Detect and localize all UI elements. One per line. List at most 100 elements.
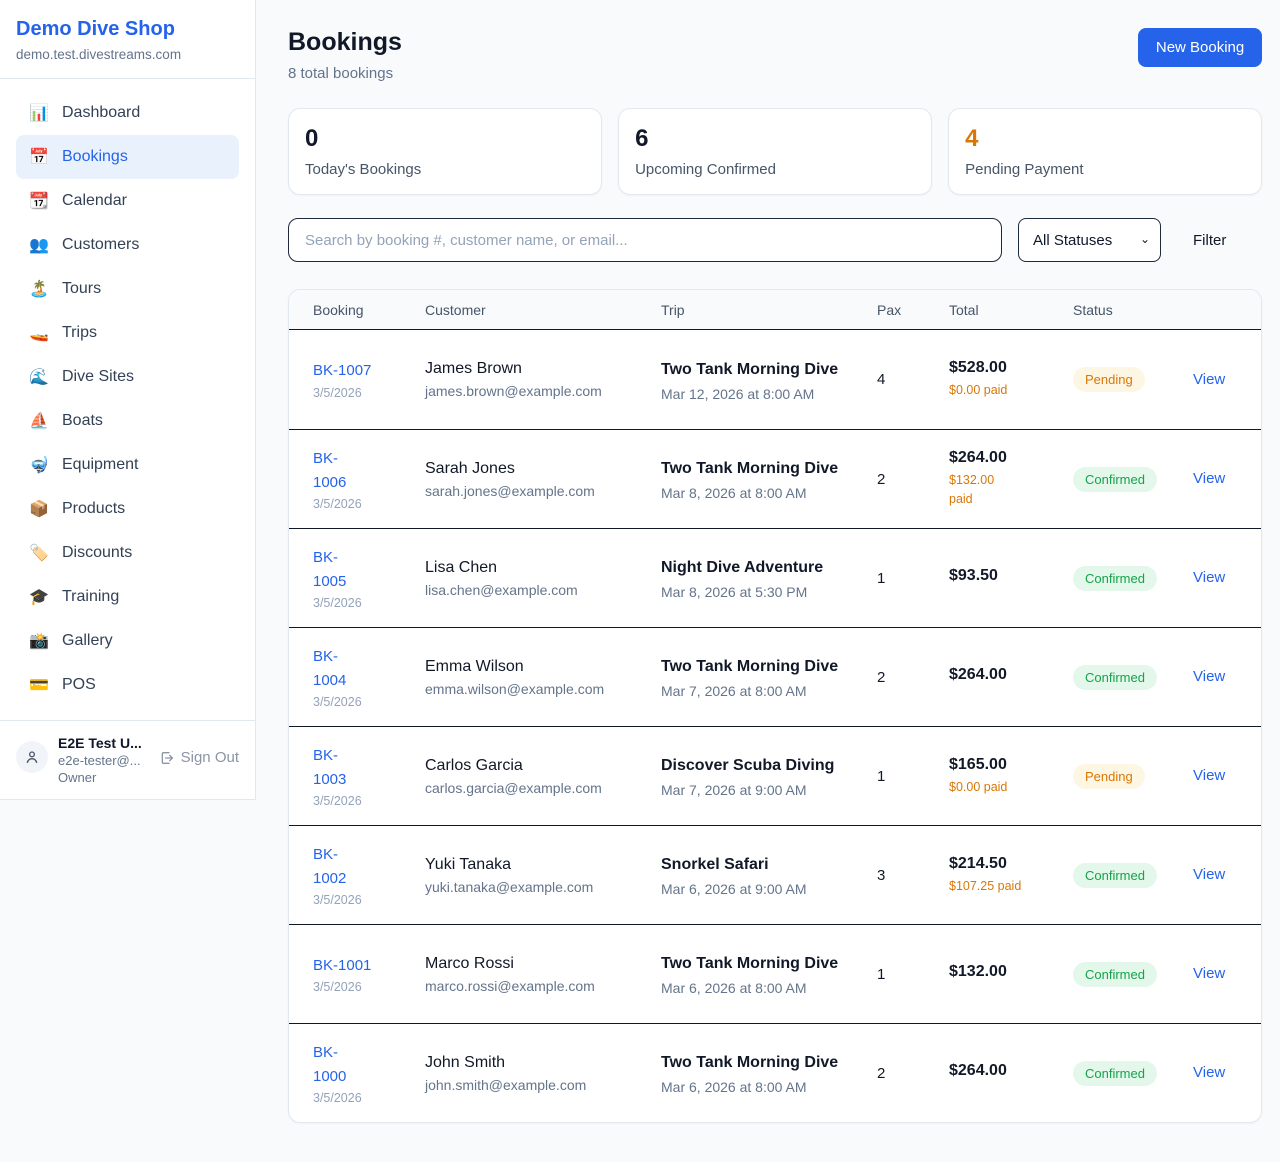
booking-id-link[interactable]: BK- 1003 <box>313 747 347 788</box>
booking-date: 3/5/2026 <box>313 793 362 808</box>
booking-id-link[interactable]: BK- 1002 <box>313 846 347 887</box>
total-amount: $132.00 <box>949 963 1007 980</box>
stat-card-todays-bookings: 0 Today's Bookings <box>288 108 603 195</box>
page-subtitle: 8 total bookings <box>288 65 394 82</box>
total-cell: $93.50 <box>949 567 1073 589</box>
sidebar-item-trips[interactable]: 🚤 Trips <box>16 311 239 355</box>
sidebar-item-dashboard[interactable]: 📊 Dashboard <box>16 91 239 135</box>
booking-id-link[interactable]: BK-1007 <box>313 362 372 380</box>
stat-card-pending-payment: 4 Pending Payment <box>948 108 1263 195</box>
sidebar-item-bookings[interactable]: 📅 Bookings <box>16 135 239 179</box>
camera-icon: 📸 <box>29 633 49 650</box>
sign-out-icon <box>161 751 173 764</box>
trip-name: Two Tank Morning Dive <box>661 1054 839 1071</box>
booking-id-link[interactable]: BK- 1005 <box>313 549 347 590</box>
sidebar-item-dive-sites[interactable]: 🌊 Dive Sites <box>16 355 239 399</box>
booking-date: 3/5/2026 <box>313 892 362 907</box>
booking-date: 3/5/2026 <box>313 1090 362 1105</box>
total-cell: $264.00 $132.00 paid <box>949 449 1073 509</box>
stat-label: Upcoming Confirmed <box>635 161 776 178</box>
customer-email: carlos.garcia@example.com <box>425 779 602 796</box>
customer-cell: John Smith john.smith@example.com <box>425 1054 661 1093</box>
table-row: BK- 1003 3/5/2026 Carlos Garcia carlos.g… <box>289 726 1262 825</box>
new-booking-button[interactable]: New Booking <box>1137 28 1263 67</box>
booking-date: 3/5/2026 <box>313 385 362 400</box>
booking-id-link[interactable]: BK- 1000 <box>313 1044 347 1085</box>
sidebar-item-tours[interactable]: 🏝️ Tours <box>16 267 239 311</box>
booking-id-link[interactable]: BK- 1006 <box>313 450 347 491</box>
sidebar-item-label: Boats <box>62 412 103 429</box>
actions-cell: View <box>1193 569 1241 587</box>
sidebar-item-discounts[interactable]: 🏷️ Discounts <box>16 531 239 575</box>
customer-name: Lisa Chen <box>425 558 498 576</box>
view-link[interactable]: View <box>1193 1064 1226 1081</box>
sidebar-item-label: Calendar <box>62 192 127 209</box>
booking-cell: BK- 1005 3/5/2026 <box>313 546 425 610</box>
customer-cell: Emma Wilson emma.wilson@example.com <box>425 658 661 697</box>
customer-name: Marco Rossi <box>425 954 514 972</box>
sidebar-item-label: Trips <box>62 324 97 341</box>
sign-out-button[interactable]: Sign Out <box>159 749 239 766</box>
booking-cell: BK-1007 3/5/2026 <box>313 359 425 399</box>
table-row: BK- 1002 3/5/2026 Yuki Tanaka yuki.tanak… <box>289 825 1262 924</box>
stat-label: Pending Payment <box>965 161 1084 178</box>
tear-off-calendar-icon: 📆 <box>29 193 49 210</box>
view-link[interactable]: View <box>1193 668 1226 685</box>
status-badge: Confirmed <box>1073 664 1157 690</box>
sidebar-item-equipment[interactable]: 🤿 Equipment <box>16 443 239 487</box>
trip-datetime: Mar 8, 2026 at 5:30 PM <box>661 584 808 600</box>
user-icon <box>26 751 38 763</box>
view-link[interactable]: View <box>1193 470 1226 487</box>
trip-name: Two Tank Morning Dive <box>661 955 839 972</box>
customer-cell: Yuki Tanaka yuki.tanaka@example.com <box>425 856 661 895</box>
pax-cell: 2 <box>877 470 886 488</box>
status-badge: Confirmed <box>1073 466 1157 492</box>
trip-cell: Two Tank Morning Dive Mar 6, 2026 at 8:0… <box>661 1051 877 1095</box>
status-cell: Confirmed <box>1073 664 1193 690</box>
sidebar-item-label: Equipment <box>62 456 139 473</box>
trip-datetime: Mar 6, 2026 at 9:00 AM <box>661 881 807 897</box>
credit-card-icon: 💳 <box>29 677 49 694</box>
sidebar-item-products[interactable]: 📦 Products <box>16 487 239 531</box>
total-amount: $264.00 <box>949 449 1007 467</box>
total-cell: $264.00 <box>949 666 1073 688</box>
booking-id-link[interactable]: BK-1001 <box>313 956 372 974</box>
trip-cell: Two Tank Morning Dive Mar 8, 2026 at 8:0… <box>661 457 877 501</box>
sidebar-item-calendar[interactable]: 📆 Calendar <box>16 179 239 223</box>
col-header-total: Total <box>949 301 979 318</box>
actions-cell: View <box>1193 470 1241 488</box>
booking-date: 3/5/2026 <box>313 694 362 709</box>
customer-name: Yuki Tanaka <box>425 855 511 873</box>
status-select-value: All Statuses <box>1033 231 1113 249</box>
sidebar-item-customers[interactable]: 👥 Customers <box>16 223 239 267</box>
booking-id-link[interactable]: BK- 1004 <box>313 648 347 689</box>
sidebar-item-gallery[interactable]: 📸 Gallery <box>16 619 239 663</box>
trip-cell: Two Tank Morning Dive Mar 6, 2026 at 8:0… <box>661 952 877 996</box>
sidebar-item-pos[interactable]: 💳 POS <box>16 663 239 707</box>
sidebar-item-training[interactable]: 🎓 Training <box>16 575 239 619</box>
actions-cell: View <box>1193 965 1241 983</box>
trip-name: Two Tank Morning Dive <box>661 360 839 378</box>
view-link[interactable]: View <box>1193 965 1226 982</box>
actions-cell: View <box>1193 668 1241 686</box>
view-link[interactable]: View <box>1193 767 1226 784</box>
view-link[interactable]: View <box>1193 569 1226 586</box>
paid-amount: $132.00 paid <box>949 473 995 506</box>
filter-button[interactable]: Filter <box>1177 224 1242 257</box>
booking-cell: BK-1001 3/5/2026 <box>313 954 425 994</box>
sidebar-item-label: Training <box>62 588 120 605</box>
table-body: BK-1007 3/5/2026 James Brown james.brown… <box>289 330 1262 1122</box>
brand-block: Demo Dive Shop demo.test.divestreams.com <box>0 0 255 79</box>
sidebar-item-boats[interactable]: ⛵ Boats <box>16 399 239 443</box>
total-cell: $264.00 <box>949 1062 1073 1084</box>
view-link[interactable]: View <box>1193 370 1226 388</box>
status-select[interactable]: All Statuses ⌄ <box>1018 218 1161 262</box>
table-row: BK- 1005 3/5/2026 Lisa Chen lisa.chen@ex… <box>289 528 1262 627</box>
sidebar-item-label: Products <box>62 500 126 517</box>
search-input[interactable] <box>288 218 1002 262</box>
stat-value: 0 <box>305 125 319 152</box>
view-link[interactable]: View <box>1193 866 1226 883</box>
actions-cell: View <box>1193 866 1241 884</box>
total-amount: $93.50 <box>949 567 998 584</box>
